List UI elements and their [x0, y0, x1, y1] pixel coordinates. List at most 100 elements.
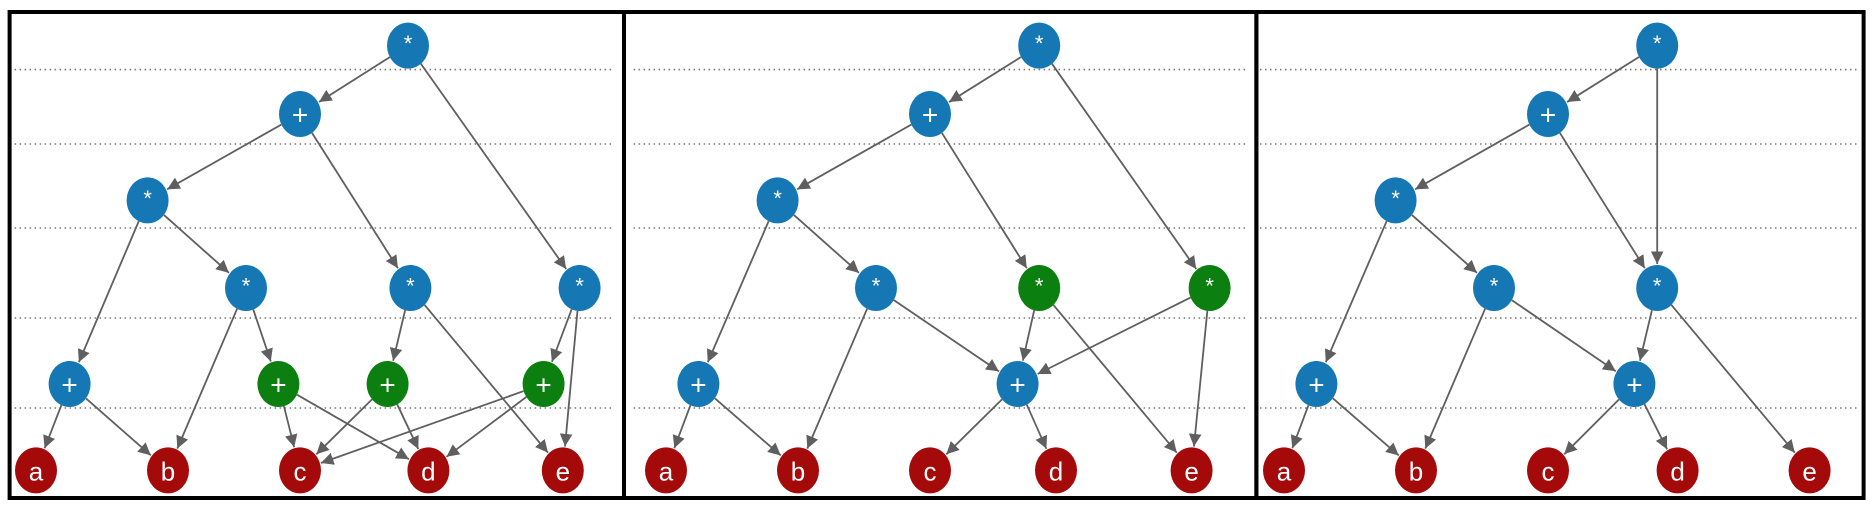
edge-m3-to-e	[1670, 304, 1796, 454]
edge-p-to-m3	[311, 132, 399, 269]
node-circle	[541, 447, 584, 494]
panel-border	[622, 10, 1259, 500]
edge-m2-to-b	[1424, 308, 1486, 450]
node-leaf-a: a	[1263, 447, 1305, 494]
edge-m3-to-p2	[1636, 310, 1653, 361]
node-operator-m2: *	[1473, 265, 1515, 311]
edge-p2-to-d	[1643, 403, 1668, 450]
edge-g3-to-c	[320, 390, 524, 465]
node-circle	[777, 447, 819, 494]
edge-r-to-m4	[1051, 63, 1197, 270]
node-operator-pa: +	[677, 361, 720, 407]
node-leaf-b: b	[777, 447, 819, 494]
node-circle	[909, 91, 951, 137]
node-leaf-d: d	[1656, 447, 1699, 494]
node-circle	[1018, 265, 1061, 311]
node-leaf-e: e	[1788, 447, 1831, 494]
node-circle	[389, 265, 432, 311]
node-operator-p: +	[909, 91, 951, 137]
edge-m2-to-b	[176, 308, 238, 450]
edge-r-to-p	[1566, 56, 1640, 103]
edge-p2-to-c	[945, 398, 1003, 455]
edge-m3-to-e	[1052, 304, 1178, 454]
node-circle	[1035, 447, 1077, 494]
edge-p-to-m3	[1559, 132, 1646, 269]
edge-pa-to-b	[714, 397, 782, 457]
node-operator-m2: *	[225, 265, 267, 311]
node-circle	[126, 177, 169, 224]
node-operator-pa: +	[1295, 361, 1338, 407]
node-circle	[1170, 447, 1213, 494]
node-operator-p: +	[279, 91, 321, 137]
edge-pa-to-a	[43, 404, 63, 449]
node-label: *	[1205, 274, 1214, 299]
node-circle	[1374, 177, 1417, 224]
node-circle	[677, 361, 720, 407]
node-circle	[1188, 265, 1231, 311]
node-label: +	[379, 370, 395, 401]
node-leaf-b: b	[147, 447, 189, 494]
node-operator-p2: +	[1613, 361, 1656, 407]
edge-g2-to-d	[396, 404, 420, 450]
node-label: *	[1035, 274, 1044, 299]
node-operator-m1: *	[1374, 177, 1417, 224]
node-label: d	[421, 456, 435, 486]
panel-2: * + * * * * + + a b c d e	[622, 10, 1259, 500]
edge-pa-to-a	[1290, 404, 1310, 449]
edge-pa-to-b	[1332, 397, 1400, 457]
edge-p-to-m1	[796, 123, 912, 191]
node-leaf-d: d	[407, 447, 450, 494]
edge-p2-to-d	[1025, 404, 1048, 450]
edge-g3-to-d	[445, 396, 527, 458]
edge-g1-to-c	[283, 405, 298, 448]
node-label: d	[1670, 456, 1684, 486]
edge-m1-to-pa	[706, 220, 770, 363]
node-leaf-b: b	[1395, 447, 1437, 494]
node-label: *	[773, 186, 782, 211]
node-label: b	[161, 456, 175, 486]
node-circle	[1527, 447, 1569, 494]
node-leaf-c: c	[279, 447, 321, 494]
node-circle	[48, 361, 91, 407]
node-label: +	[1626, 370, 1642, 401]
panel-border	[7, 10, 627, 500]
node-label: b	[1409, 456, 1423, 486]
node-label: b	[791, 456, 805, 486]
node-leaf-c: c	[1527, 447, 1569, 494]
node-label: a	[659, 456, 674, 486]
edge-r-to-p	[948, 56, 1022, 103]
node-operator-r: *	[1636, 22, 1679, 69]
edge-m1-to-m2	[163, 214, 230, 274]
node-circle	[407, 447, 450, 494]
node-highlight-g1: +	[257, 361, 300, 407]
node-label: e	[1802, 456, 1816, 486]
edge-p2-to-c	[1563, 398, 1620, 455]
node-operator-m2: *	[855, 265, 897, 311]
node-circle	[257, 361, 300, 407]
node-label: c	[1542, 456, 1555, 486]
node-label: *	[1490, 274, 1499, 299]
node-circle	[279, 91, 321, 137]
node-leaf-c: c	[909, 447, 951, 494]
node-label: *	[1391, 186, 1400, 211]
edge-r-to-p	[318, 56, 391, 103]
node-leaf-d: d	[1035, 447, 1077, 494]
node-circle	[909, 447, 951, 494]
node-circle	[1613, 361, 1656, 407]
node-operator-m4: *	[558, 265, 601, 311]
node-label: c	[294, 456, 307, 486]
node-label: *	[242, 274, 251, 299]
edge-m1-to-m2	[1411, 214, 1478, 274]
node-operator-m3: *	[389, 265, 432, 311]
edge-m2-to-p2	[893, 299, 1000, 373]
node-circle	[1018, 22, 1061, 69]
edge-m2-to-p2	[1511, 299, 1617, 372]
node-circle	[1788, 447, 1831, 494]
node-circle	[1527, 91, 1569, 137]
node-leaf-a: a	[15, 447, 57, 494]
edge-p-to-m3	[941, 132, 1028, 269]
node-operator-m3: *	[1636, 265, 1679, 311]
node-label: *	[143, 186, 152, 211]
node-circle	[147, 447, 189, 494]
